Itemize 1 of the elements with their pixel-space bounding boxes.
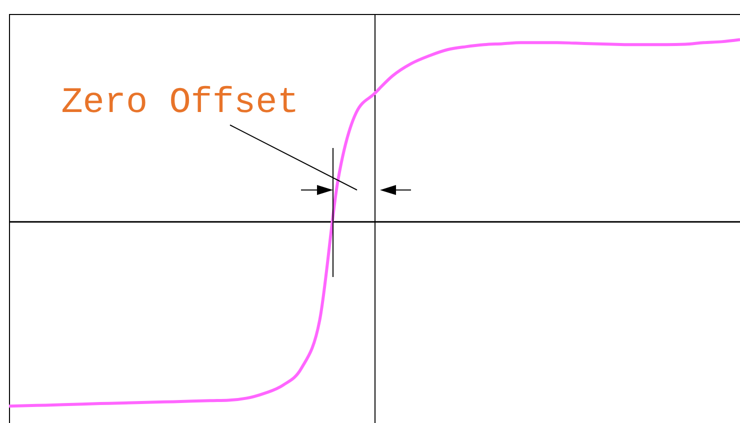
annotation: Zero Offset xyxy=(61,82,299,123)
